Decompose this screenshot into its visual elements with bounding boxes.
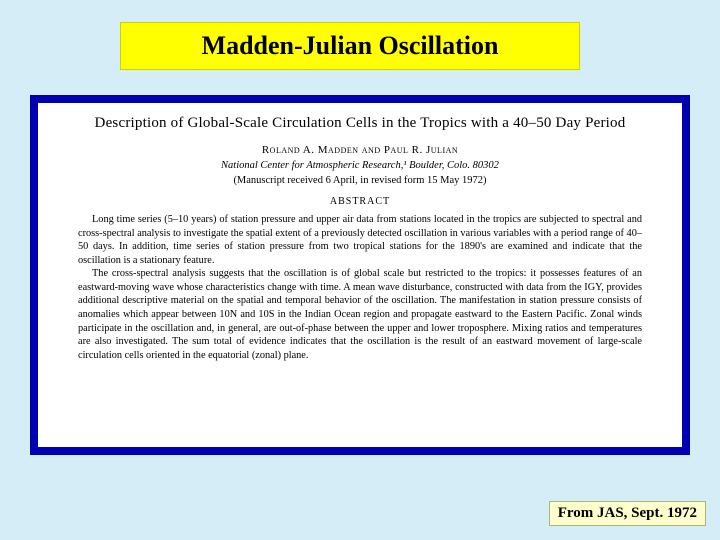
paper-authors: Roland A. Madden and Paul R. Julian [56, 144, 664, 156]
paper-frame: Description of Global-Scale Circulation … [30, 95, 690, 455]
citation-box: From JAS, Sept. 1972 [549, 501, 706, 526]
citation-text: From JAS, Sept. 1972 [558, 505, 697, 522]
abstract-body: Long time series (5–10 years) of station… [56, 213, 664, 362]
paper-manuscript-date: (Manuscript received 6 April, in revised… [56, 175, 664, 186]
paper-affiliation: National Center for Atmospheric Research… [56, 160, 664, 171]
paper-title: Description of Global-Scale Circulation … [56, 115, 664, 132]
abstract-label: ABSTRACT [56, 196, 664, 207]
slide-title-box: Madden-Julian Oscillation [120, 22, 580, 70]
abstract-para-1: Long time series (5–10 years) of station… [78, 213, 642, 267]
slide-title: Madden-Julian Oscillation [131, 31, 569, 61]
abstract-para-2: The cross-spectral analysis suggests tha… [78, 267, 642, 362]
paper-excerpt: Description of Global-Scale Circulation … [38, 103, 682, 447]
